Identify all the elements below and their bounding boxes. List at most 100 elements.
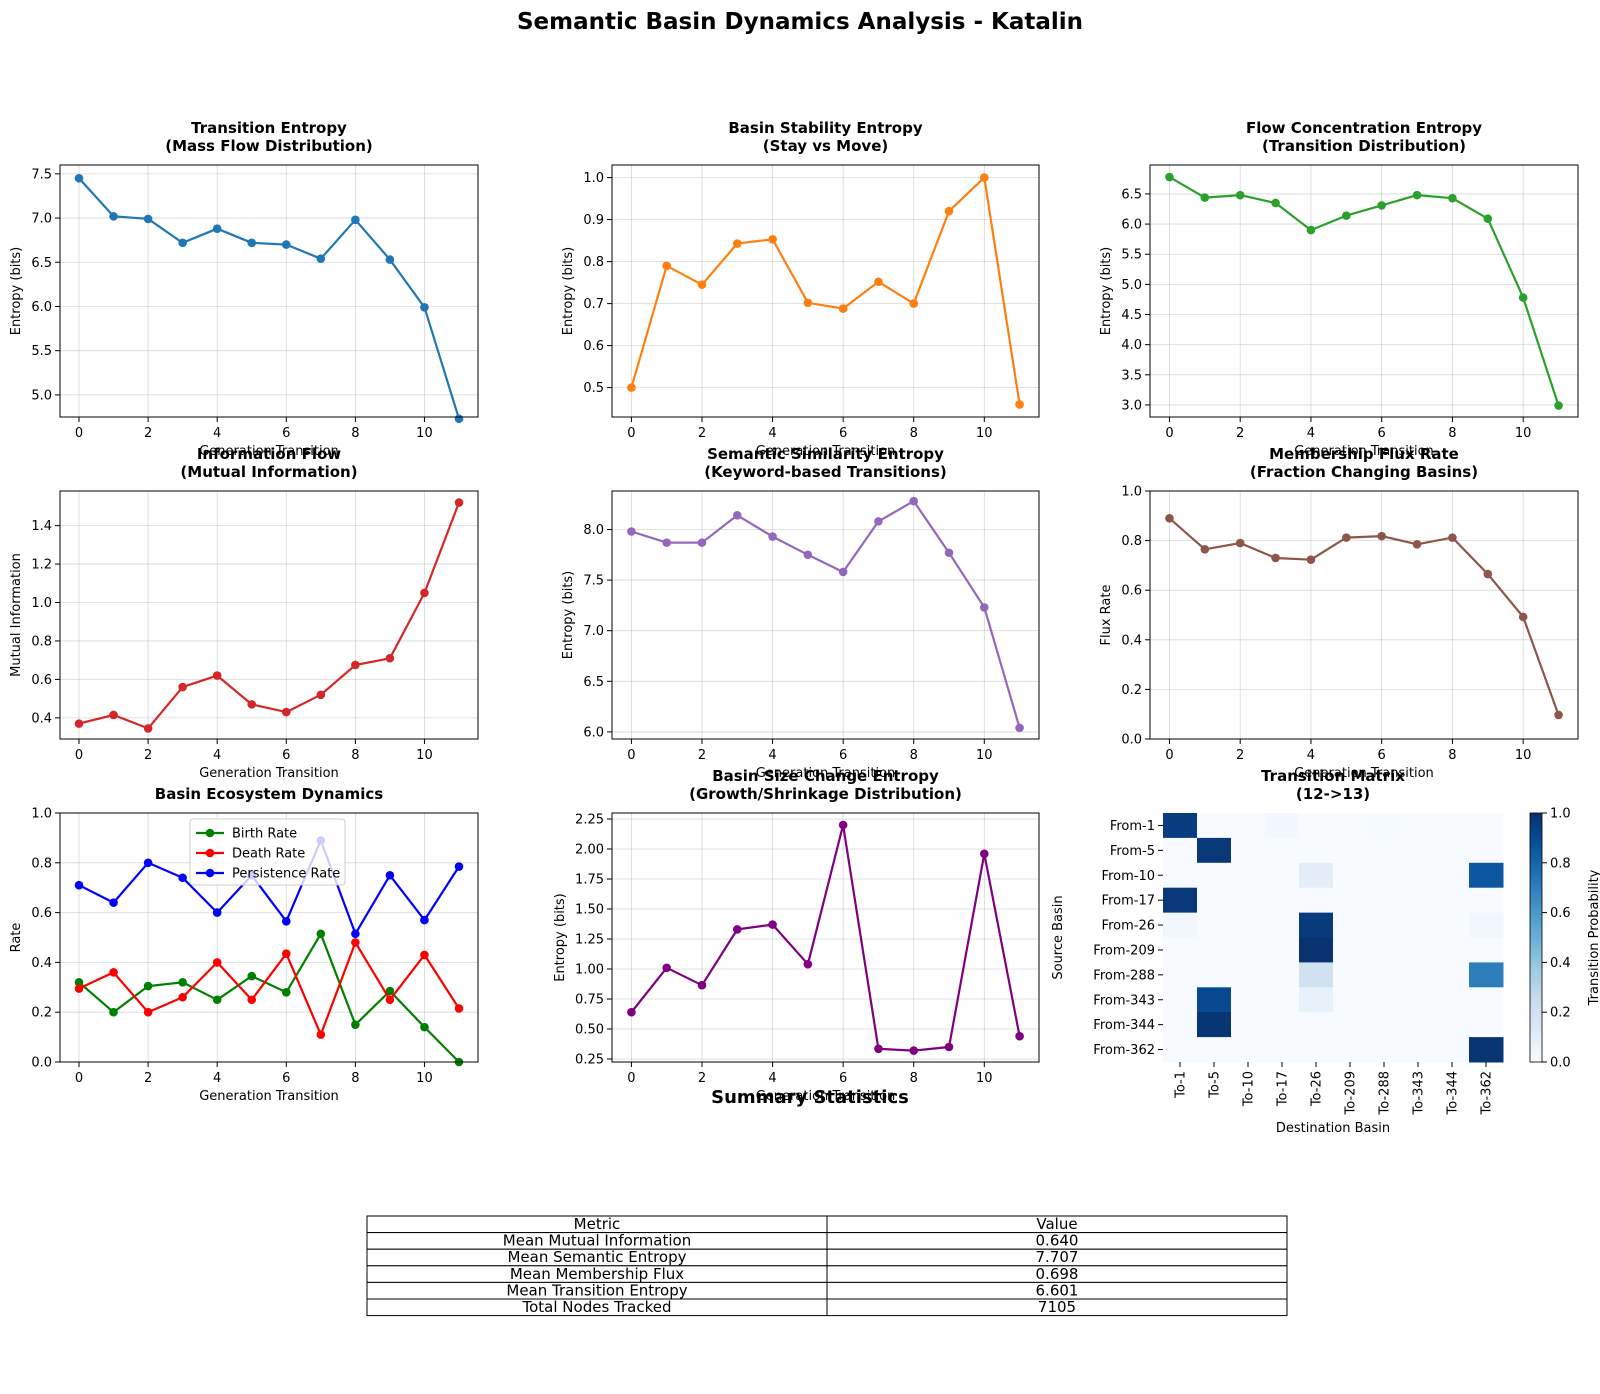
chart-basin-ecosystem-dynamics: Basin Ecosystem Dynamics 0 2 4 6 8 10 0.0 0.2 0.4… [9,785,479,1104]
y-tick-label: From-209 [1093,943,1155,958]
data-point [1200,193,1210,202]
y-tick-label: 7.0 [31,212,52,227]
heatmap-cell [1231,1037,1266,1063]
y-tick-label: 7.5 [31,167,52,182]
y-tick-label: 6.0 [583,725,604,740]
x-tick-label: 8 [910,748,918,763]
table-metric: Mean Transition Entropy [506,1281,687,1299]
data-point [351,929,360,939]
y-tick-label: 0.2 [1121,683,1142,698]
y-tick-label: 0.8 [583,255,604,270]
legend-marker [205,848,215,858]
heatmap-cell [1469,912,1504,938]
heatmap-cell [1435,937,1470,963]
data-point [1554,710,1563,720]
data-point [351,215,360,225]
heatmap-cell [1299,862,1334,889]
chart-title: (Growth/Shrinkage Distribution) [689,785,962,803]
y-tick-label: From-5 [1110,844,1155,859]
data-point [420,303,429,312]
data-point [1235,190,1245,200]
y-axis-label: Entropy (bits) [553,893,568,982]
data-point [768,235,777,244]
data-point [143,1007,153,1017]
data-point [1342,533,1351,542]
y-tick-label: From-1 [1110,819,1155,834]
data-point [109,1007,118,1017]
data-point [247,700,257,709]
table-metric: Total Nodes Tracked [522,1298,672,1316]
y-tick-label: 0.4 [31,711,52,726]
charts-area: Transition Entropy(Mass Flow Distributio… [9,119,1600,1136]
series-line [630,823,1021,1052]
x-tick-label: 6 [282,426,290,441]
heatmap-cell [1163,1037,1198,1063]
y-tick-label: 3.0 [1121,398,1142,413]
data-point [420,588,429,598]
table-value: 0.640 [1036,1232,1079,1250]
chart-title: Membership Flux Rate [1269,445,1459,463]
x-tick-label: 6 [282,748,290,763]
y-tick-label: 1.0 [31,596,52,611]
heatmap-cell [1401,862,1436,889]
y-tick-label: 7.5 [583,574,604,589]
heatmap-cell [1197,862,1232,889]
table-metric: Mean Semantic Entropy [507,1248,686,1266]
data-point [1271,553,1280,563]
data-point [874,277,883,287]
y-tick-label: 6.0 [1121,218,1142,233]
heatmap-cell [1333,887,1368,914]
data-point [316,690,326,700]
data-point [385,870,395,880]
x-axis-label: Generation Transition [756,1089,896,1104]
heatmap-cell [1163,813,1198,839]
table-metric: Mean Mutual Information [503,1232,691,1250]
heatmap-cell [1265,962,1300,988]
series-line [1168,176,1560,406]
data-point [980,173,989,182]
data-point [1377,531,1386,541]
y-axis-label: Entropy (bits) [561,571,576,660]
chart-title: (Transition Distribution) [1262,137,1466,155]
heatmap-cell [1435,1012,1470,1038]
x-tick-label: 8 [351,426,359,441]
legend-label: Birth Rate [232,827,297,842]
data-point [627,1007,636,1017]
heatmap-cell [1333,837,1368,864]
data-point [178,682,187,692]
data-point [874,1044,883,1054]
y-tick-label: From-26 [1102,919,1155,934]
heatmap-cell [1265,912,1300,938]
chart-title: Information Flow [197,445,341,463]
heatmap-cell [1299,937,1334,963]
heatmap-cell [1231,962,1266,988]
data-point [316,254,326,264]
data-point [1483,569,1493,579]
heatmap-cell [1367,862,1402,889]
chart-title: (Mutual Information) [180,463,357,481]
x-tick-label: 4 [768,748,776,763]
heatmap-cell [1231,862,1266,889]
data-point [732,239,742,248]
data-point [909,1046,919,1055]
chart-transition-matrix: Transition Matrix(12->13) From-1 From-5 Fro… [1051,767,1600,1136]
x-tick-label: 2 [1236,748,1244,763]
y-tick-label: 0.8 [31,634,52,649]
colorbar-tick-label: 0.0 [1550,1056,1571,1071]
heatmap-cell [1367,813,1402,839]
heatmap-cell [1197,987,1232,1013]
legend-marker [205,868,215,878]
y-tick-label: 0.6 [1121,584,1142,599]
colorbar-tick-label: 0.8 [1550,856,1571,871]
chart-title: (Fraction Changing Basins) [1250,463,1478,481]
x-tick-label: 4 [768,1071,776,1086]
x-tick-label: 2 [1236,426,1244,441]
data-point [909,299,919,308]
heatmap-cell [1197,1037,1232,1063]
y-axis-label: Rate [9,923,24,953]
y-tick-label: 5.0 [1121,278,1142,293]
y-tick-label: 1.00 [575,963,604,978]
data-point [420,915,429,925]
table-metric: Mean Membership Flux [510,1265,684,1283]
